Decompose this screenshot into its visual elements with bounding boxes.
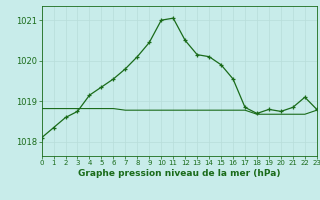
X-axis label: Graphe pression niveau de la mer (hPa): Graphe pression niveau de la mer (hPa) [78, 169, 280, 178]
